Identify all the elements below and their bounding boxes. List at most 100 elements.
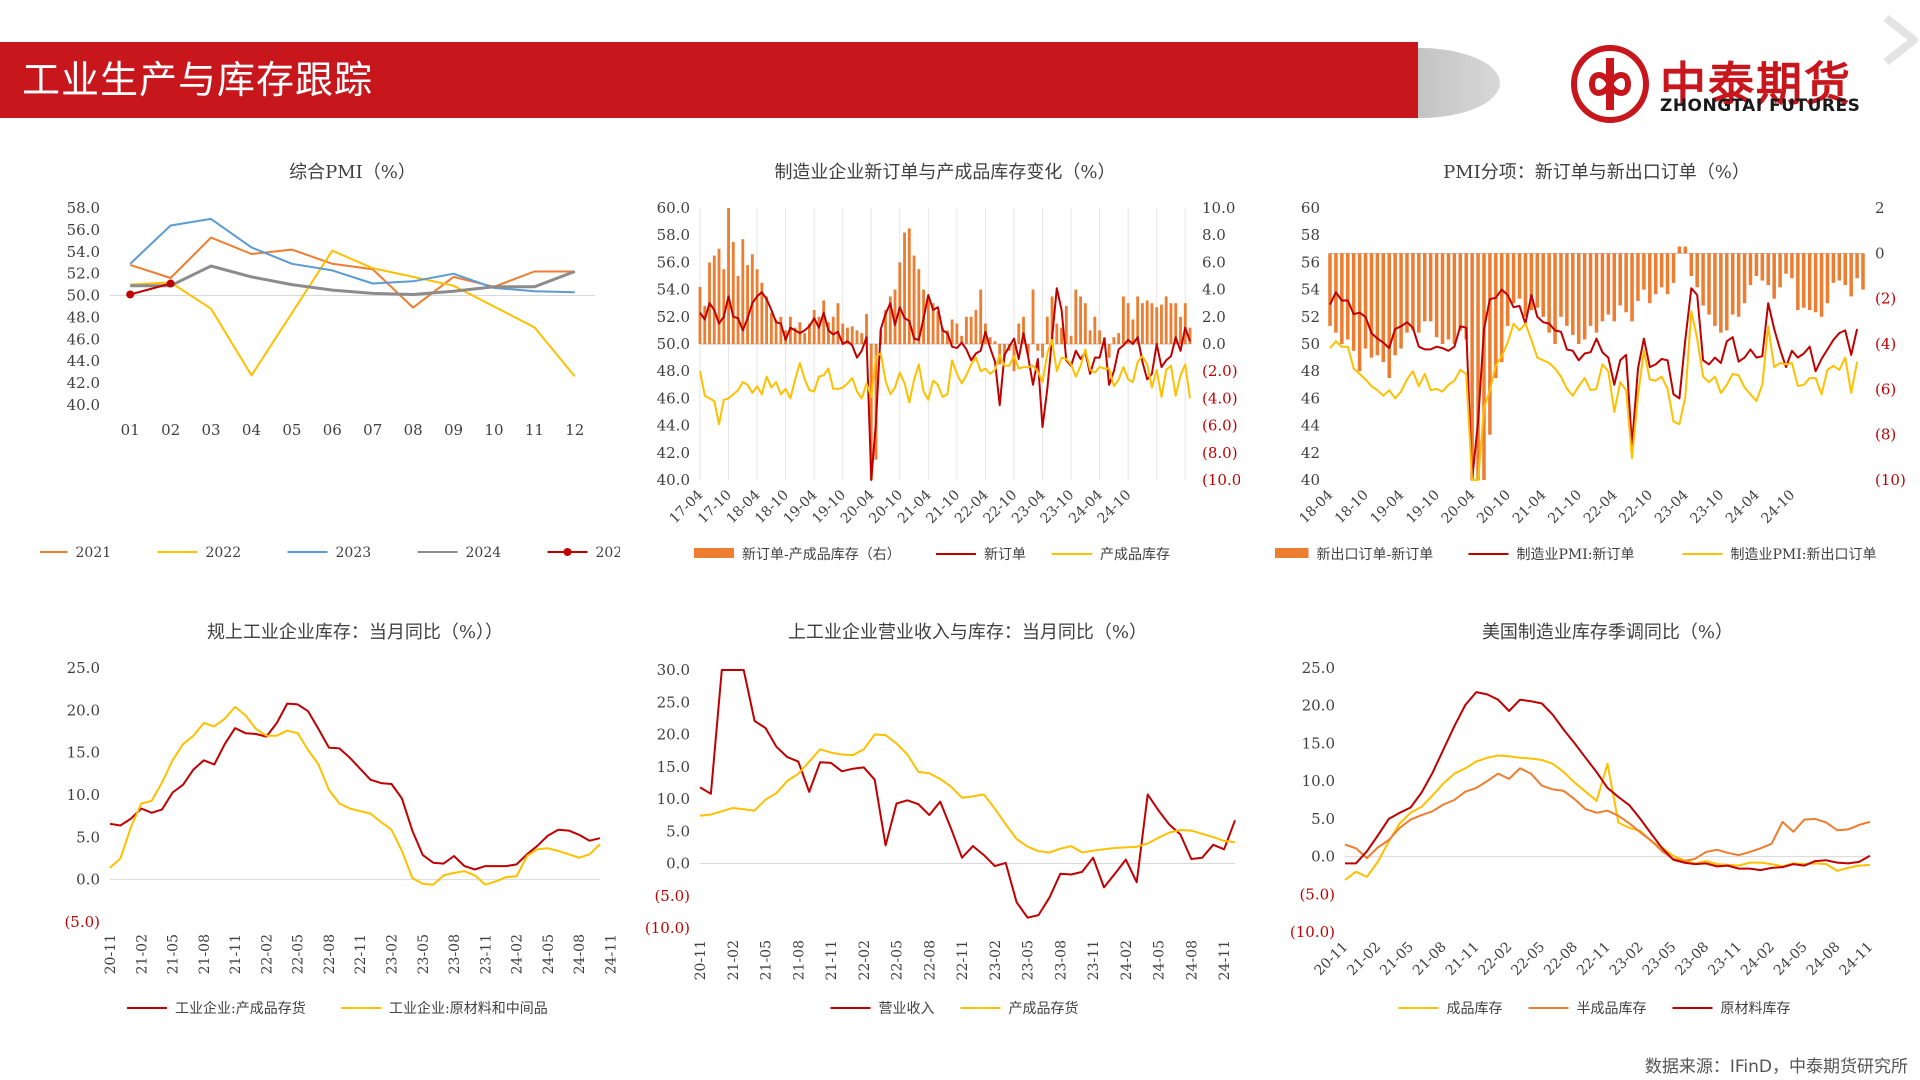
- bar: [979, 289, 983, 344]
- bar: [827, 322, 830, 344]
- bar: [1559, 253, 1563, 317]
- y-tick-label: 54.0: [657, 281, 690, 299]
- y-tick-label: 54: [1301, 281, 1320, 299]
- bar: [769, 312, 773, 344]
- y2-tick-label: 10.0: [1202, 199, 1235, 217]
- chart-inventory-yoy: 规上工业企业库存：当月同比（%）） (5.0) 0.0 5.0 10.0 15.0 20.0…: [40, 610, 620, 1030]
- bar: [1399, 253, 1403, 349]
- x-tick-label: 20-11: [1312, 939, 1352, 979]
- y-tick-label: 48.0: [67, 308, 100, 326]
- bar: [1428, 253, 1433, 322]
- bar: [1837, 253, 1842, 281]
- bar: [1017, 323, 1021, 344]
- y-tick-label: 42: [1301, 444, 1320, 462]
- bar: [1482, 253, 1486, 480]
- bar: [722, 269, 726, 344]
- bar: [1606, 253, 1611, 315]
- y-tick-label: 48: [1301, 362, 1320, 380]
- x-tick-label: 21-02: [1344, 939, 1384, 979]
- bar: [1659, 253, 1664, 288]
- bar: [1565, 253, 1569, 326]
- legend-label: 工业企业:原材料和中间品: [389, 1000, 548, 1017]
- legend-label: 制造业PMI:新订单: [1517, 547, 1635, 563]
- bar: [1387, 253, 1391, 378]
- series-line: [129, 217, 575, 294]
- bar: [1022, 316, 1025, 344]
- bar: [1861, 253, 1865, 290]
- x-tick-label: 23-08: [1672, 939, 1712, 979]
- legend-label: 产成品存货: [1009, 1000, 1079, 1017]
- y-tick-label: (5.0): [64, 913, 100, 931]
- x-tick-label: 21-08: [197, 934, 213, 974]
- bar: [1393, 253, 1397, 356]
- y-tick-label: 56.0: [67, 221, 100, 239]
- bar: [1807, 253, 1812, 310]
- bar: [1452, 253, 1457, 344]
- x-tick-label: 19-04: [1368, 487, 1408, 527]
- x-tick-label: 20-04: [1439, 487, 1479, 527]
- legend-label: 营业收入: [879, 1001, 935, 1017]
- bar: [869, 344, 873, 480]
- bar: [727, 208, 730, 344]
- x-tick-label: 21-05: [166, 934, 182, 974]
- y-tick-label: 10.0: [1302, 772, 1335, 790]
- x-tick-label: 22-02: [259, 934, 275, 974]
- legend-marker: [563, 548, 572, 556]
- corner-arrow-icon: [1883, 14, 1918, 66]
- bar: [1766, 253, 1771, 286]
- bar: [993, 341, 997, 344]
- y-tick-label: 40.0: [67, 396, 100, 414]
- y-tick-label: 25.0: [67, 659, 100, 677]
- series-line: [1345, 691, 1871, 872]
- logo-text-cn: 中泰期货: [1660, 57, 1852, 111]
- bar: [1117, 333, 1121, 344]
- x-tick-label: 24-10: [1758, 487, 1798, 527]
- bar: [841, 323, 845, 344]
- bar: [1079, 296, 1082, 344]
- x-tick-label: 23-05: [416, 934, 432, 974]
- bar: [1748, 253, 1753, 286]
- bar: [703, 305, 707, 344]
- bar: [1381, 253, 1386, 363]
- y-tick-label: 20.0: [1302, 697, 1335, 715]
- y2-tick-label: 4.0: [1202, 281, 1226, 299]
- bar: [1169, 303, 1173, 344]
- y-tick-label: 58.0: [657, 226, 690, 244]
- bar: [1064, 305, 1068, 344]
- series-line: [130, 249, 576, 378]
- bar: [1411, 253, 1415, 331]
- bar: [1571, 253, 1575, 335]
- legend-label: 新订单-产成品库存（右）: [742, 547, 901, 563]
- bar: [898, 262, 902, 344]
- chart-neworder: 制造业企业新订单与产成品库存变化（%） 40.0 42.0 44.0 46.0 48.0 5…: [640, 150, 1240, 580]
- bar: [1340, 253, 1344, 344]
- y2-tick-label: 0.0: [1202, 335, 1226, 353]
- bar: [1069, 335, 1073, 344]
- bar: [846, 327, 849, 344]
- legend-label: 2023: [336, 545, 372, 561]
- bar: [1351, 253, 1356, 351]
- bar: [855, 330, 859, 344]
- bar: [1499, 253, 1504, 363]
- bar: [698, 286, 702, 344]
- y-tick-label: 0.0: [666, 855, 690, 873]
- bar: [712, 255, 716, 344]
- chart-pmi: 综合PMI（%） 40.0 42.0 44.0 46.0 48.0 50.0 52.0 54.0…: [40, 150, 620, 580]
- x-tick-label: 22-02: [1476, 939, 1516, 979]
- y-tick-label: 5.0: [1311, 810, 1335, 828]
- y-tick-label: (10.0): [1290, 923, 1335, 941]
- bar: [1719, 253, 1723, 333]
- bar: [1150, 303, 1154, 344]
- header-bar: [0, 42, 1418, 118]
- bar: [1523, 253, 1528, 317]
- legend-label: 2024: [466, 545, 502, 561]
- bar: [1026, 344, 1030, 355]
- bar: [803, 333, 807, 344]
- x-tick-label: 23-08: [447, 934, 463, 974]
- bar: [1369, 253, 1374, 358]
- y-tick-label: 0.0: [76, 871, 100, 889]
- bar: [1707, 253, 1711, 315]
- x-tick-label: 24-05: [1771, 939, 1811, 979]
- series-point: [126, 290, 135, 299]
- x-tick-label: 23-08: [1053, 940, 1069, 980]
